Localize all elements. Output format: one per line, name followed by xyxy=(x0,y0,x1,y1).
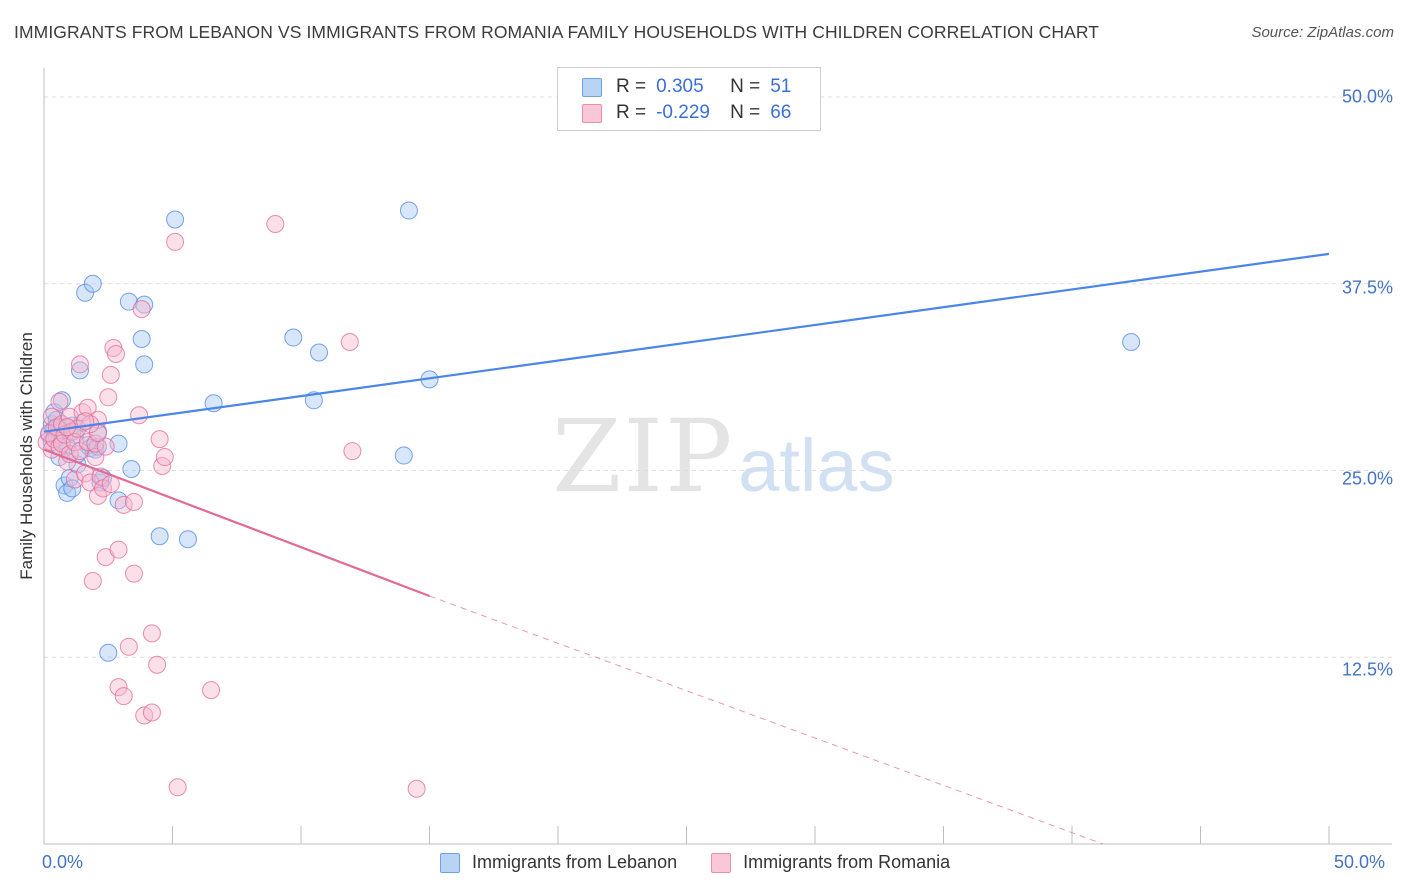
legend-swatch-romania xyxy=(582,103,602,123)
point-lebanon-38 xyxy=(166,210,185,229)
legend-r-value-lebanon: 0.305 xyxy=(656,76,704,97)
point-lebanon-41 xyxy=(284,328,303,347)
legend-swatch-lebanon xyxy=(582,77,602,97)
point-romania-61 xyxy=(407,779,426,798)
point-romania-25 xyxy=(83,572,102,591)
point-romania-43 xyxy=(119,637,138,656)
point-romania-15 xyxy=(65,470,84,489)
legend-n-value-lebanon: 51 xyxy=(770,76,792,97)
legend-n-value-romania: 66 xyxy=(770,102,792,123)
legend-r-value-romania: -0.229 xyxy=(656,102,710,123)
series-label-romania: Immigrants from Romania xyxy=(743,852,951,872)
point-romania-40 xyxy=(109,678,128,697)
point-lebanon-23 xyxy=(83,274,102,293)
series-swatch-lebanon xyxy=(440,852,460,873)
series-legend-lebanon: Immigrants from Lebanon xyxy=(440,852,677,873)
chart-title: IMMIGRANTS FROM LEBANON VS IMMIGRANTS FR… xyxy=(14,22,1100,42)
y-tick-label-50: 50.0% xyxy=(1341,86,1393,107)
point-lebanon-34 xyxy=(132,330,151,349)
series-label-lebanon: Immigrants from Lebanon xyxy=(472,852,678,872)
point-lebanon-39 xyxy=(178,530,197,549)
y-tick-label-12-5: 12.5% xyxy=(1341,659,1393,680)
x-tick-label-0: 0.0% xyxy=(42,852,84,872)
point-romania-3 xyxy=(42,407,61,426)
point-romania-16 xyxy=(65,433,84,452)
point-lebanon-47 xyxy=(1122,333,1141,352)
point-lebanon-35 xyxy=(135,355,154,374)
correlation-legend: R = 0.305 N = 51 R = -0.229 N = 66 xyxy=(557,67,821,131)
point-romania-60 xyxy=(343,442,362,461)
trendline-romania-solid xyxy=(43,448,430,598)
series-swatch-romania xyxy=(711,852,732,873)
point-romania-49 xyxy=(142,703,161,722)
point-romania-58 xyxy=(266,214,285,233)
point-romania-34 xyxy=(99,388,118,407)
point-romania-38 xyxy=(106,344,125,363)
point-romania-23 xyxy=(78,433,97,452)
y-axis-label: Family Households with Children xyxy=(17,332,36,580)
point-romania-47 xyxy=(132,300,151,319)
y-tick-label-37-5: 37.5% xyxy=(1341,277,1393,298)
legend-r-label: R = xyxy=(616,102,647,123)
point-romania-44 xyxy=(124,564,143,583)
point-romania-7 xyxy=(50,392,69,411)
point-romania-54 xyxy=(155,448,174,467)
point-romania-50 xyxy=(142,624,161,643)
point-romania-27 xyxy=(86,434,105,453)
point-lebanon-42 xyxy=(304,391,323,410)
legend-n-label: N = xyxy=(730,76,761,97)
point-lebanon-44 xyxy=(394,446,413,465)
y-tick-label-25: 25.0% xyxy=(1341,468,1393,489)
point-romania-45 xyxy=(124,492,143,511)
point-lebanon-25 xyxy=(88,437,107,456)
watermark: ZIPatlas xyxy=(552,398,895,515)
legend-n-label: N = xyxy=(730,102,761,123)
point-romania-39 xyxy=(109,540,128,559)
trendline-lebanon-solid xyxy=(43,252,1330,433)
point-romania-33 xyxy=(96,437,115,456)
x-tick-label-50: 50.0% xyxy=(1334,852,1386,872)
legend-row-lebanon: R = 0.305 N = 51 xyxy=(582,75,791,99)
trendline-romania-dashed xyxy=(429,595,1104,845)
point-romania-41 xyxy=(114,687,133,706)
point-lebanon-33 xyxy=(122,460,141,479)
point-romania-18 xyxy=(70,355,89,374)
point-romania-55 xyxy=(166,232,185,251)
source-label: Source: ZipAtlas.com xyxy=(1251,24,1394,41)
point-romania-42 xyxy=(114,495,133,514)
point-lebanon-37 xyxy=(150,527,169,546)
legend-row-romania: R = -0.229 N = 66 xyxy=(582,101,791,125)
point-romania-57 xyxy=(202,681,221,700)
point-romania-56 xyxy=(168,778,187,797)
point-lebanon-29 xyxy=(99,643,118,662)
point-romania-46 xyxy=(130,406,149,425)
legend-r-label: R = xyxy=(616,76,647,97)
point-romania-35 xyxy=(101,365,120,384)
point-romania-52 xyxy=(150,430,169,449)
point-lebanon-45 xyxy=(399,201,418,220)
point-lebanon-43 xyxy=(309,343,328,362)
point-romania-51 xyxy=(148,655,167,674)
series-legend-romania: Immigrants from Romania xyxy=(711,852,950,873)
point-lebanon-18 xyxy=(70,361,89,380)
series-legend: Immigrants from Lebanon Immigrants from … xyxy=(440,852,984,873)
point-romania-59 xyxy=(340,333,359,352)
